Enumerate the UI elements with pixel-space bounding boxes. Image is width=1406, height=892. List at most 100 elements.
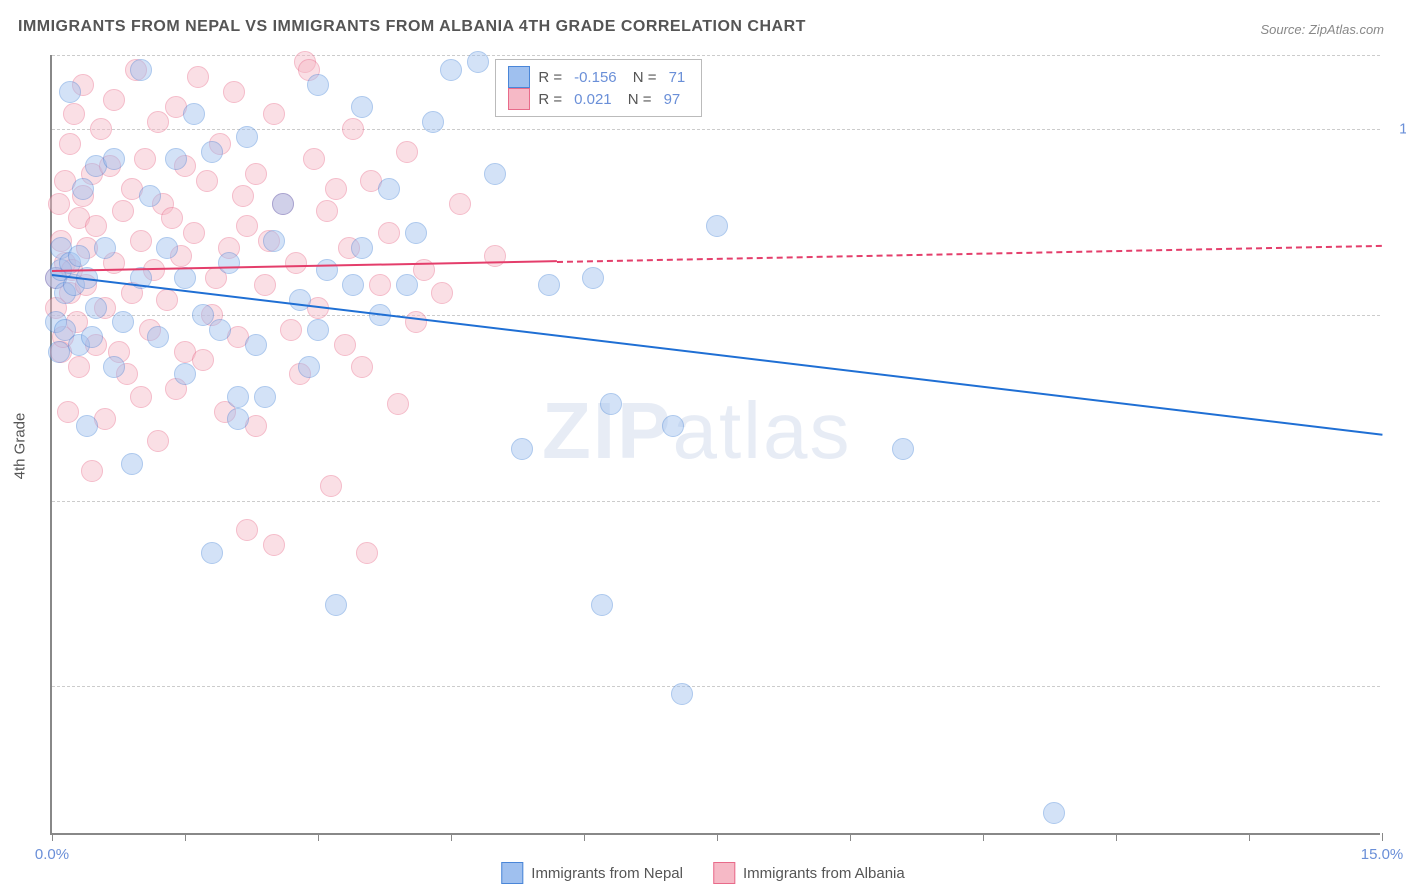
data-point <box>254 386 276 408</box>
data-point <box>130 386 152 408</box>
data-point <box>387 393 409 415</box>
x-tick <box>717 833 718 841</box>
data-point <box>165 148 187 170</box>
y-axis-label: 4th Grade <box>12 413 29 480</box>
data-point <box>600 393 622 415</box>
data-point <box>245 163 267 185</box>
data-point <box>422 111 444 133</box>
data-point <box>227 408 249 430</box>
x-tick <box>1249 833 1250 841</box>
data-point <box>1043 802 1065 824</box>
data-point <box>218 252 240 274</box>
data-point <box>85 215 107 237</box>
data-point <box>103 356 125 378</box>
data-point <box>396 274 418 296</box>
data-point <box>156 237 178 259</box>
plot-area: ZIPatlas 92.5%95.0%97.5%100.0%0.0%15.0%R… <box>50 55 1380 835</box>
data-point <box>706 215 728 237</box>
data-point <box>378 178 400 200</box>
data-point <box>81 460 103 482</box>
data-point <box>307 319 329 341</box>
data-point <box>57 401 79 423</box>
data-point <box>134 148 156 170</box>
data-point <box>671 683 693 705</box>
data-point <box>892 438 914 460</box>
x-tick <box>983 833 984 841</box>
bottom-legend-item: Immigrants from Nepal <box>501 862 683 884</box>
data-point <box>130 59 152 81</box>
data-point <box>325 178 347 200</box>
x-tick <box>584 833 585 841</box>
x-tick-label: 0.0% <box>35 846 69 863</box>
data-point <box>76 415 98 437</box>
data-point <box>316 259 338 281</box>
data-point <box>85 297 107 319</box>
data-point <box>48 193 70 215</box>
data-point <box>405 311 427 333</box>
data-point <box>245 334 267 356</box>
data-point <box>174 267 196 289</box>
x-tick <box>1116 833 1117 841</box>
data-point <box>369 274 391 296</box>
data-point <box>351 237 373 259</box>
gridline-h <box>52 315 1380 316</box>
data-point <box>174 363 196 385</box>
data-point <box>316 200 338 222</box>
legend-swatch <box>508 88 530 110</box>
data-point <box>351 96 373 118</box>
x-tick <box>52 833 53 841</box>
data-point <box>263 230 285 252</box>
data-point <box>156 289 178 311</box>
data-point <box>236 126 258 148</box>
data-point <box>130 230 152 252</box>
data-point <box>303 148 325 170</box>
data-point <box>183 222 205 244</box>
data-point <box>147 326 169 348</box>
correlation-legend: R =-0.156 N =71R =0.021 N =97 <box>495 59 702 117</box>
data-point <box>59 81 81 103</box>
data-point <box>232 185 254 207</box>
legend-row: R =0.021 N =97 <box>508 88 689 110</box>
data-point <box>94 237 116 259</box>
trend-line <box>557 244 1382 262</box>
data-point <box>285 252 307 274</box>
legend-r-value: 0.021 <box>570 91 616 108</box>
data-point <box>223 81 245 103</box>
bottom-legend-item: Immigrants from Albania <box>713 862 905 884</box>
data-point <box>662 415 684 437</box>
data-point <box>484 163 506 185</box>
data-point <box>263 534 285 556</box>
data-point <box>538 274 560 296</box>
legend-n-value: 97 <box>660 91 685 108</box>
bottom-legend: Immigrants from Nepal Immigrants from Alb… <box>501 862 904 884</box>
legend-label: Immigrants from Nepal <box>531 865 683 882</box>
x-tick-label: 15.0% <box>1361 846 1404 863</box>
data-point <box>351 356 373 378</box>
data-point <box>183 103 205 125</box>
data-point <box>196 170 218 192</box>
data-point <box>63 103 85 125</box>
legend-swatch <box>501 862 523 884</box>
data-point <box>201 542 223 564</box>
x-tick <box>850 833 851 841</box>
watermark: ZIPatlas <box>542 385 851 477</box>
legend-label: Immigrants from Albania <box>743 865 905 882</box>
legend-n-label: N = <box>629 69 657 86</box>
data-point <box>209 319 231 341</box>
x-tick <box>451 833 452 841</box>
y-tick-label: 100.0% <box>1390 121 1406 138</box>
data-point <box>121 453 143 475</box>
legend-swatch <box>713 862 735 884</box>
data-point <box>263 103 285 125</box>
data-point <box>187 66 209 88</box>
data-point <box>236 215 258 237</box>
data-point <box>320 475 342 497</box>
data-point <box>90 118 112 140</box>
data-point <box>511 438 533 460</box>
data-point <box>378 222 400 244</box>
data-point <box>582 267 604 289</box>
data-point <box>112 200 134 222</box>
data-point <box>147 430 169 452</box>
data-point <box>298 356 320 378</box>
x-tick <box>1382 833 1383 841</box>
